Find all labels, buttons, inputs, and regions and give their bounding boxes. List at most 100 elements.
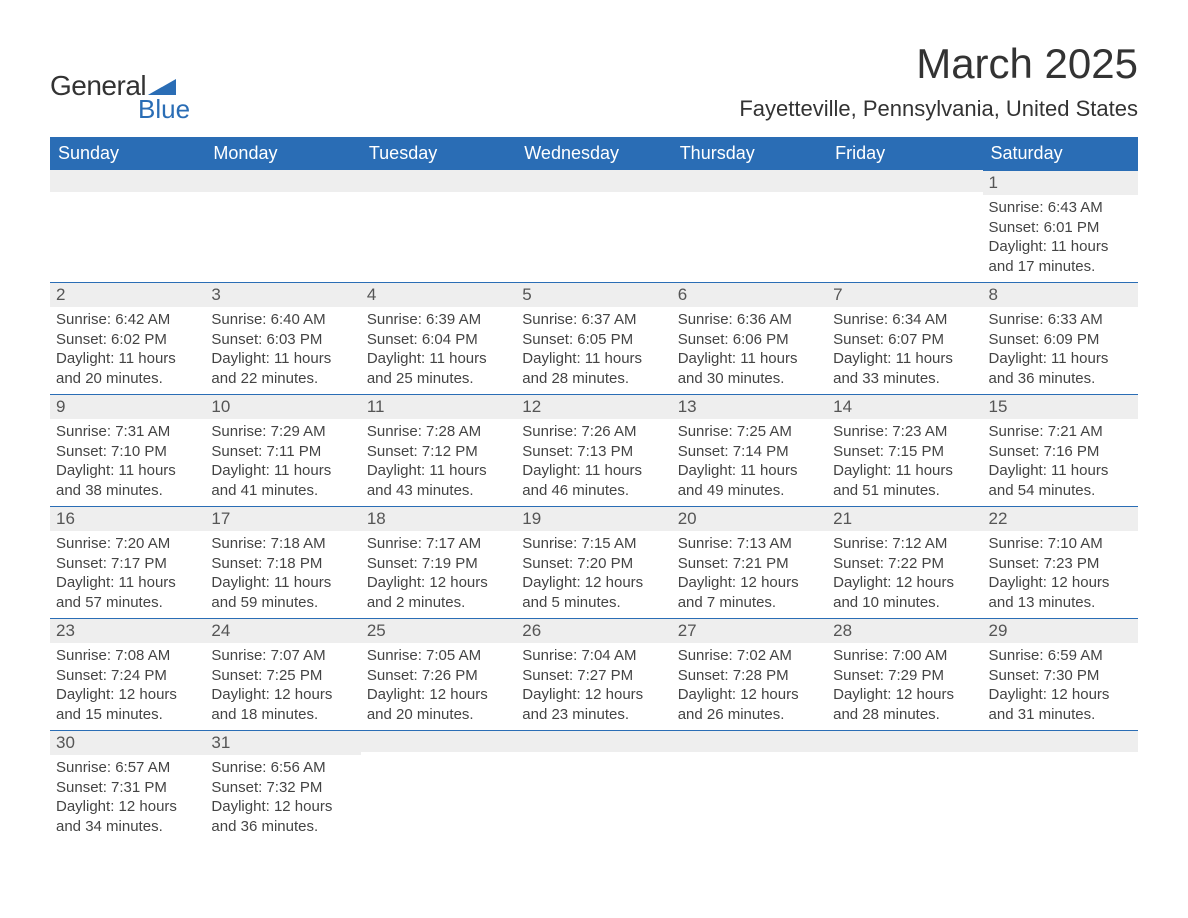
calendar-body: 1Sunrise: 6:43 AMSunset: 6:01 PMDaylight… xyxy=(50,170,1138,842)
day-number: 26 xyxy=(516,618,671,643)
day-detail-line: Daylight: 11 hours and 41 minutes. xyxy=(211,461,354,500)
day-detail-line: Daylight: 11 hours and 28 minutes. xyxy=(522,349,665,388)
day-detail-line: Sunrise: 7:25 AM xyxy=(678,422,821,442)
week-daybody-row: Sunrise: 7:20 AMSunset: 7:17 PMDaylight:… xyxy=(50,531,1138,618)
weekday-header: Tuesday xyxy=(361,137,516,170)
week-daybody-row: Sunrise: 6:43 AMSunset: 6:01 PMDaylight:… xyxy=(50,195,1138,282)
location-text: Fayetteville, Pennsylvania, United State… xyxy=(739,96,1138,122)
day-detail-line: Daylight: 12 hours and 23 minutes. xyxy=(522,685,665,724)
day-detail: Sunrise: 6:39 AMSunset: 6:04 PMDaylight:… xyxy=(361,307,516,394)
day-number: 17 xyxy=(205,506,360,531)
day-detail-line: Sunset: 7:13 PM xyxy=(522,442,665,462)
day-detail-line: Daylight: 12 hours and 5 minutes. xyxy=(522,573,665,612)
month-title: March 2025 xyxy=(739,40,1138,88)
day-detail-line: Sunset: 7:29 PM xyxy=(833,666,976,686)
day-detail-line: Sunset: 7:24 PM xyxy=(56,666,199,686)
day-detail-line: Sunrise: 7:00 AM xyxy=(833,646,976,666)
day-detail-line: Sunset: 7:22 PM xyxy=(833,554,976,574)
day-number xyxy=(672,730,827,752)
day-number: 10 xyxy=(205,394,360,419)
day-detail xyxy=(827,195,982,275)
day-detail-line: Sunset: 7:26 PM xyxy=(367,666,510,686)
day-detail-line: Daylight: 11 hours and 17 minutes. xyxy=(989,237,1132,276)
day-detail: Sunrise: 7:02 AMSunset: 7:28 PMDaylight:… xyxy=(672,643,827,730)
day-detail-line: Sunset: 6:04 PM xyxy=(367,330,510,350)
day-detail: Sunrise: 6:34 AMSunset: 6:07 PMDaylight:… xyxy=(827,307,982,394)
day-detail-line: Sunset: 7:11 PM xyxy=(211,442,354,462)
brand-part1: General xyxy=(50,70,146,102)
day-number: 30 xyxy=(50,730,205,755)
day-detail xyxy=(516,195,671,275)
day-detail: Sunrise: 6:43 AMSunset: 6:01 PMDaylight:… xyxy=(983,195,1138,282)
day-detail-line: Sunrise: 6:36 AM xyxy=(678,310,821,330)
day-number xyxy=(516,170,671,192)
day-number: 15 xyxy=(983,394,1138,419)
day-detail-line: Daylight: 11 hours and 22 minutes. xyxy=(211,349,354,388)
day-detail-line: Sunset: 6:02 PM xyxy=(56,330,199,350)
weekday-header: Thursday xyxy=(672,137,827,170)
day-detail-line: Sunrise: 7:15 AM xyxy=(522,534,665,554)
weekday-header: Friday xyxy=(827,137,982,170)
day-detail-line: Sunrise: 7:26 AM xyxy=(522,422,665,442)
day-number: 18 xyxy=(361,506,516,531)
weekday-header: Sunday xyxy=(50,137,205,170)
day-number: 7 xyxy=(827,282,982,307)
day-number: 9 xyxy=(50,394,205,419)
day-detail-line: Sunrise: 6:33 AM xyxy=(989,310,1132,330)
weekday-header: Monday xyxy=(205,137,360,170)
day-detail: Sunrise: 7:00 AMSunset: 7:29 PMDaylight:… xyxy=(827,643,982,730)
weekday-header: Saturday xyxy=(983,137,1138,170)
day-detail-line: Daylight: 11 hours and 36 minutes. xyxy=(989,349,1132,388)
day-detail xyxy=(50,195,205,275)
day-detail-line: Daylight: 11 hours and 33 minutes. xyxy=(833,349,976,388)
day-number: 11 xyxy=(361,394,516,419)
day-number xyxy=(361,170,516,192)
day-detail-line: Sunrise: 7:31 AM xyxy=(56,422,199,442)
day-detail: Sunrise: 7:07 AMSunset: 7:25 PMDaylight:… xyxy=(205,643,360,730)
day-detail-line: Sunrise: 7:20 AM xyxy=(56,534,199,554)
day-detail-line: Sunset: 7:30 PM xyxy=(989,666,1132,686)
day-detail-line: Sunrise: 7:18 AM xyxy=(211,534,354,554)
header: General Blue March 2025 Fayetteville, Pe… xyxy=(50,40,1138,125)
week-daynum-row: 23242526272829 xyxy=(50,618,1138,643)
day-detail-line: Sunset: 7:15 PM xyxy=(833,442,976,462)
day-detail: Sunrise: 7:10 AMSunset: 7:23 PMDaylight:… xyxy=(983,531,1138,618)
day-detail-line: Sunrise: 7:17 AM xyxy=(367,534,510,554)
day-detail-line: Daylight: 12 hours and 13 minutes. xyxy=(989,573,1132,612)
day-detail-line: Sunset: 7:23 PM xyxy=(989,554,1132,574)
day-detail: Sunrise: 6:33 AMSunset: 6:09 PMDaylight:… xyxy=(983,307,1138,394)
day-number: 2 xyxy=(50,282,205,307)
day-detail: Sunrise: 7:08 AMSunset: 7:24 PMDaylight:… xyxy=(50,643,205,730)
day-detail-line: Sunset: 7:18 PM xyxy=(211,554,354,574)
day-detail-line: Daylight: 12 hours and 20 minutes. xyxy=(367,685,510,724)
day-number: 25 xyxy=(361,618,516,643)
day-number xyxy=(50,170,205,192)
day-detail-line: Daylight: 11 hours and 54 minutes. xyxy=(989,461,1132,500)
weekday-header: Wednesday xyxy=(516,137,671,170)
day-detail-line: Sunrise: 7:10 AM xyxy=(989,534,1132,554)
day-detail-line: Sunset: 7:14 PM xyxy=(678,442,821,462)
day-detail xyxy=(361,195,516,275)
day-detail-line: Sunset: 6:07 PM xyxy=(833,330,976,350)
day-number: 13 xyxy=(672,394,827,419)
day-detail-line: Sunset: 7:32 PM xyxy=(211,778,354,798)
day-detail-line: Sunrise: 6:34 AM xyxy=(833,310,976,330)
day-detail: Sunrise: 7:26 AMSunset: 7:13 PMDaylight:… xyxy=(516,419,671,506)
day-detail: Sunrise: 7:25 AMSunset: 7:14 PMDaylight:… xyxy=(672,419,827,506)
day-detail-line: Daylight: 11 hours and 51 minutes. xyxy=(833,461,976,500)
day-detail: Sunrise: 7:23 AMSunset: 7:15 PMDaylight:… xyxy=(827,419,982,506)
day-detail-line: Daylight: 12 hours and 10 minutes. xyxy=(833,573,976,612)
day-detail-line: Daylight: 11 hours and 49 minutes. xyxy=(678,461,821,500)
day-detail-line: Sunrise: 7:02 AM xyxy=(678,646,821,666)
day-detail-line: Sunset: 7:27 PM xyxy=(522,666,665,686)
day-detail-line: Sunrise: 6:57 AM xyxy=(56,758,199,778)
week-daynum-row: 1 xyxy=(50,170,1138,195)
week-daybody-row: Sunrise: 7:08 AMSunset: 7:24 PMDaylight:… xyxy=(50,643,1138,730)
day-number: 20 xyxy=(672,506,827,531)
day-detail: Sunrise: 6:42 AMSunset: 6:02 PMDaylight:… xyxy=(50,307,205,394)
day-detail-line: Daylight: 12 hours and 28 minutes. xyxy=(833,685,976,724)
day-detail-line: Sunset: 7:31 PM xyxy=(56,778,199,798)
day-detail-line: Daylight: 12 hours and 36 minutes. xyxy=(211,797,354,836)
day-detail-line: Sunrise: 7:28 AM xyxy=(367,422,510,442)
day-number: 1 xyxy=(983,170,1138,195)
